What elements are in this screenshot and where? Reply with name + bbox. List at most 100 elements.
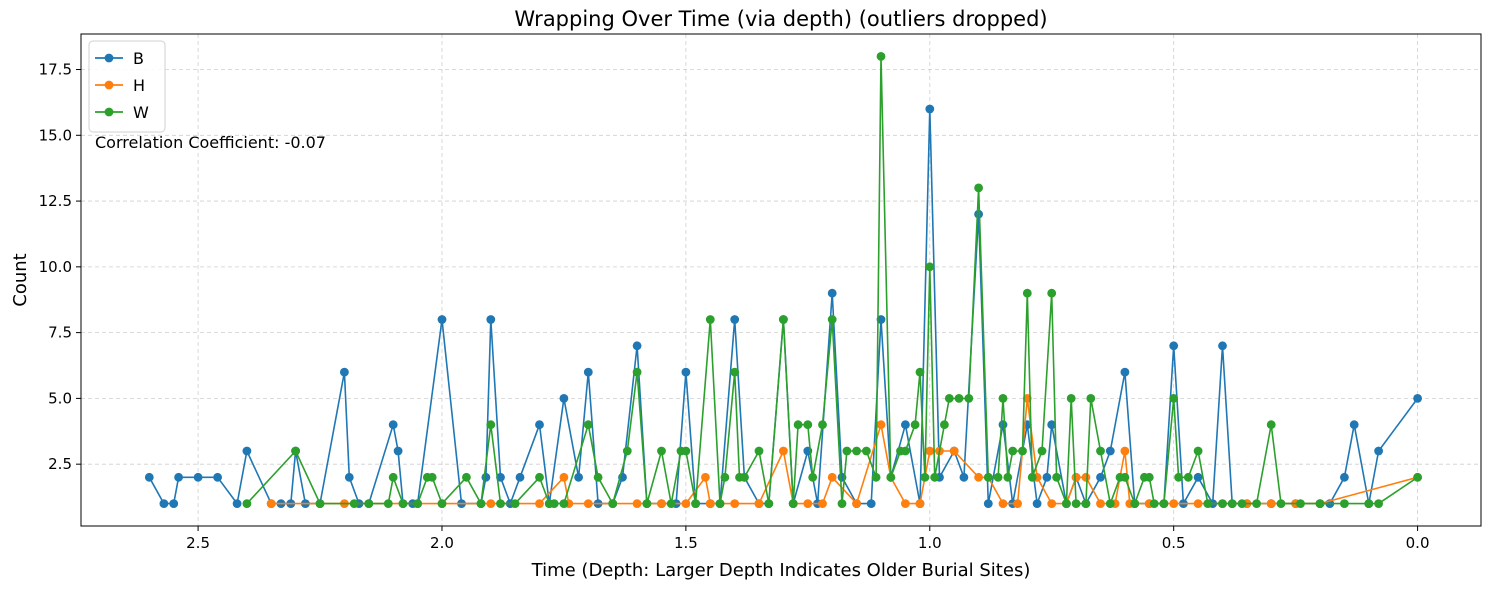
legend-marker-W: [104, 107, 114, 117]
data-point-H: [925, 446, 935, 456]
data-point-B: [983, 499, 993, 508]
data-point-W: [964, 394, 974, 403]
data-point-H: [583, 499, 593, 508]
data-point-H: [1169, 499, 1179, 508]
data-point-W: [1071, 499, 1081, 508]
data-point-W: [496, 499, 505, 508]
data-point-B: [242, 446, 252, 456]
data-point-W: [1027, 472, 1037, 482]
data-point-H: [827, 472, 837, 482]
data-point-W: [1183, 472, 1193, 482]
data-point-B: [1047, 420, 1057, 430]
data-point-W: [1081, 499, 1091, 508]
data-point-W: [632, 367, 642, 377]
data-point-W: [1120, 472, 1130, 482]
chart-title: Wrapping Over Time (via depth) (outliers…: [514, 7, 1047, 31]
data-point-W: [549, 499, 559, 508]
data-point-W: [1237, 499, 1247, 508]
data-point-B: [1193, 472, 1203, 482]
data-point-W: [315, 499, 325, 508]
legend: BHW: [88, 40, 166, 133]
data-point-B: [876, 315, 886, 324]
y-axis-label: Count: [10, 253, 31, 306]
data-point-W: [998, 394, 1008, 403]
data-point-W: [1276, 499, 1286, 508]
data-point-W: [1413, 472, 1422, 482]
y-tick-label: 12.5: [39, 192, 72, 210]
legend-item-W: W: [95, 103, 149, 122]
data-point-W: [681, 446, 691, 456]
data-point-B: [901, 420, 910, 430]
data-point-W: [1018, 446, 1027, 456]
data-point-W: [852, 446, 861, 456]
data-point-W: [1062, 499, 1071, 508]
data-point-W: [486, 420, 496, 430]
data-point-W: [754, 446, 764, 456]
data-point-W: [1159, 499, 1169, 508]
data-point-B: [959, 472, 969, 482]
data-point-H: [852, 499, 861, 508]
x-tick-label: 2.0: [430, 534, 454, 552]
data-point-W: [715, 499, 725, 508]
x-tick-label: 1.5: [674, 534, 698, 552]
data-point-W: [1047, 288, 1057, 298]
data-point-W: [1266, 420, 1276, 430]
data-point-W: [462, 472, 471, 482]
data-point-H: [1047, 499, 1057, 508]
data-point-W: [608, 499, 618, 508]
data-point-W: [940, 420, 949, 430]
data-point-B: [486, 315, 496, 324]
data-point-H: [632, 499, 642, 508]
data-point-H: [754, 499, 764, 508]
data-point-B: [144, 472, 154, 482]
data-point-W: [818, 420, 827, 430]
data-point-W: [1315, 499, 1325, 508]
data-point-B: [974, 209, 983, 219]
data-point-B: [481, 472, 491, 482]
data-point-W: [1193, 446, 1203, 456]
data-point-H: [266, 499, 276, 508]
data-point-W: [740, 472, 749, 482]
data-point-H: [1120, 446, 1130, 456]
x-tick-label: 0.0: [1406, 534, 1430, 552]
data-point-W: [1096, 446, 1105, 456]
data-point-B: [1032, 499, 1042, 508]
data-point-W: [837, 499, 847, 508]
data-point-W: [427, 472, 437, 482]
data-point-H: [949, 446, 959, 456]
data-point-W: [1218, 499, 1227, 508]
data-point-H: [559, 472, 569, 482]
data-point-W: [730, 367, 740, 377]
data-point-W: [476, 499, 486, 508]
data-point-W: [535, 472, 544, 482]
data-point-B: [174, 472, 184, 482]
data-point-W: [413, 499, 422, 508]
data-point-H: [901, 499, 910, 508]
data-point-B: [574, 472, 583, 482]
data-point-B: [1374, 446, 1383, 456]
y-tick-label: 15.0: [39, 126, 72, 144]
data-point-W: [954, 394, 964, 403]
data-point-H: [818, 499, 827, 508]
data-point-W: [1203, 499, 1213, 508]
data-point-H: [1013, 499, 1022, 508]
legend-marker-H: [104, 80, 114, 90]
y-tick-label: 17.5: [39, 61, 72, 79]
data-point-H: [803, 499, 813, 508]
correlation-annotation: Correlation Coefficient: -0.07: [95, 133, 326, 152]
data-point-B: [583, 367, 593, 377]
data-point-W: [583, 420, 593, 430]
data-point-H: [915, 499, 925, 508]
data-point-B: [159, 499, 169, 508]
data-point-W: [944, 394, 954, 403]
data-point-W: [1008, 446, 1018, 456]
data-point-B: [559, 394, 569, 403]
data-point-W: [437, 499, 447, 508]
data-point-W: [388, 472, 398, 482]
legend-marker-B: [104, 53, 114, 63]
data-point-B: [1218, 341, 1227, 351]
data-point-W: [910, 420, 920, 430]
data-point-H: [681, 499, 691, 508]
data-point-W: [779, 315, 788, 324]
y-axis-ticks: 2.5 5.0 7.5 10.0 12.5 15.0 17.5: [39, 61, 81, 473]
